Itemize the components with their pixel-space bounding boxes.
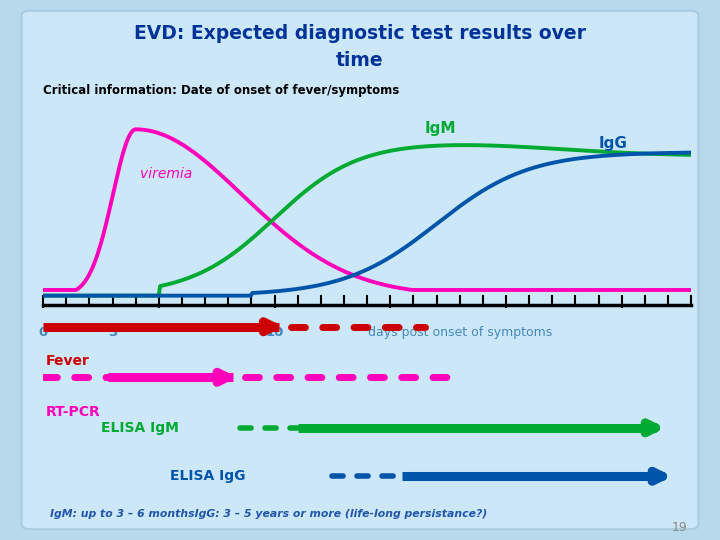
Text: EVD: Expected diagnostic test results over: EVD: Expected diagnostic test results ov… (134, 24, 586, 43)
Text: ELISA IgM: ELISA IgM (101, 421, 179, 435)
Text: IgM: IgM (425, 121, 456, 136)
Text: Critical information: Date of onset of fever/symptoms: Critical information: Date of onset of f… (43, 84, 400, 97)
Text: 3: 3 (108, 326, 117, 339)
Text: IgG: IgG (598, 136, 628, 151)
Text: IgM: up to 3 – 6 monthsIgG: 3 – 5 years or more (life-long persistance?): IgM: up to 3 – 6 monthsIgG: 3 – 5 years … (50, 509, 487, 519)
Text: Fever: Fever (45, 354, 89, 368)
Text: days post onset of symptoms: days post onset of symptoms (368, 326, 552, 339)
Text: viremia: viremia (140, 167, 193, 181)
Text: 0: 0 (39, 326, 48, 339)
Text: 10: 10 (266, 326, 284, 339)
Text: 19: 19 (672, 521, 688, 534)
Text: RT-PCR: RT-PCR (45, 404, 100, 418)
Text: time: time (336, 51, 384, 70)
Text: ELISA IgG: ELISA IgG (171, 469, 246, 483)
